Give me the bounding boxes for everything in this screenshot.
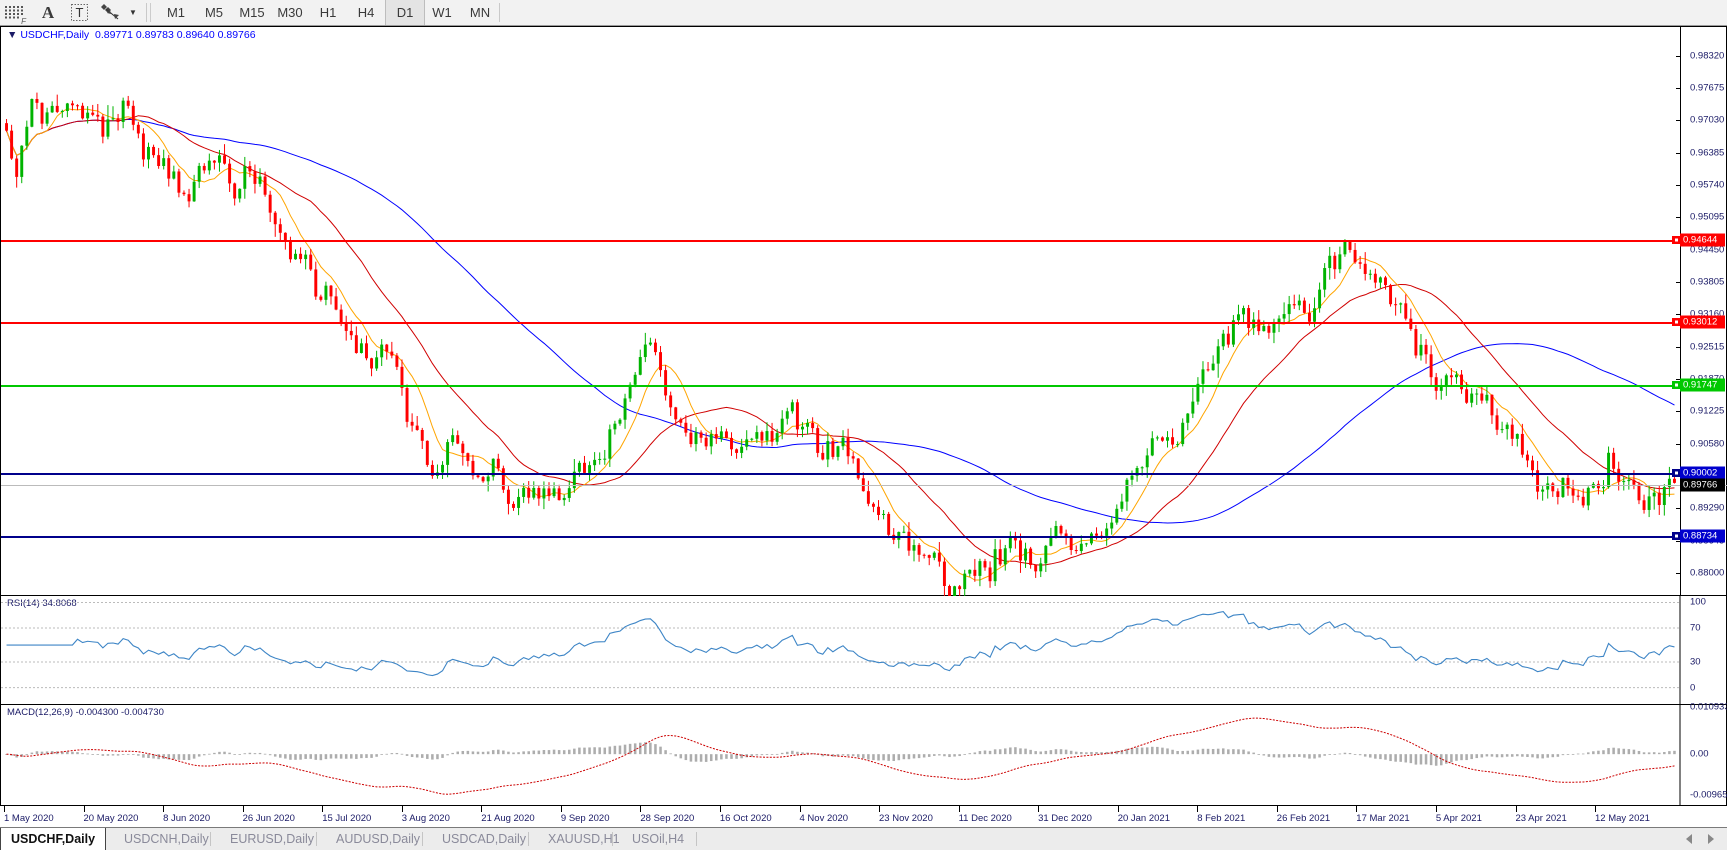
svg-text:T: T — [75, 5, 83, 20]
